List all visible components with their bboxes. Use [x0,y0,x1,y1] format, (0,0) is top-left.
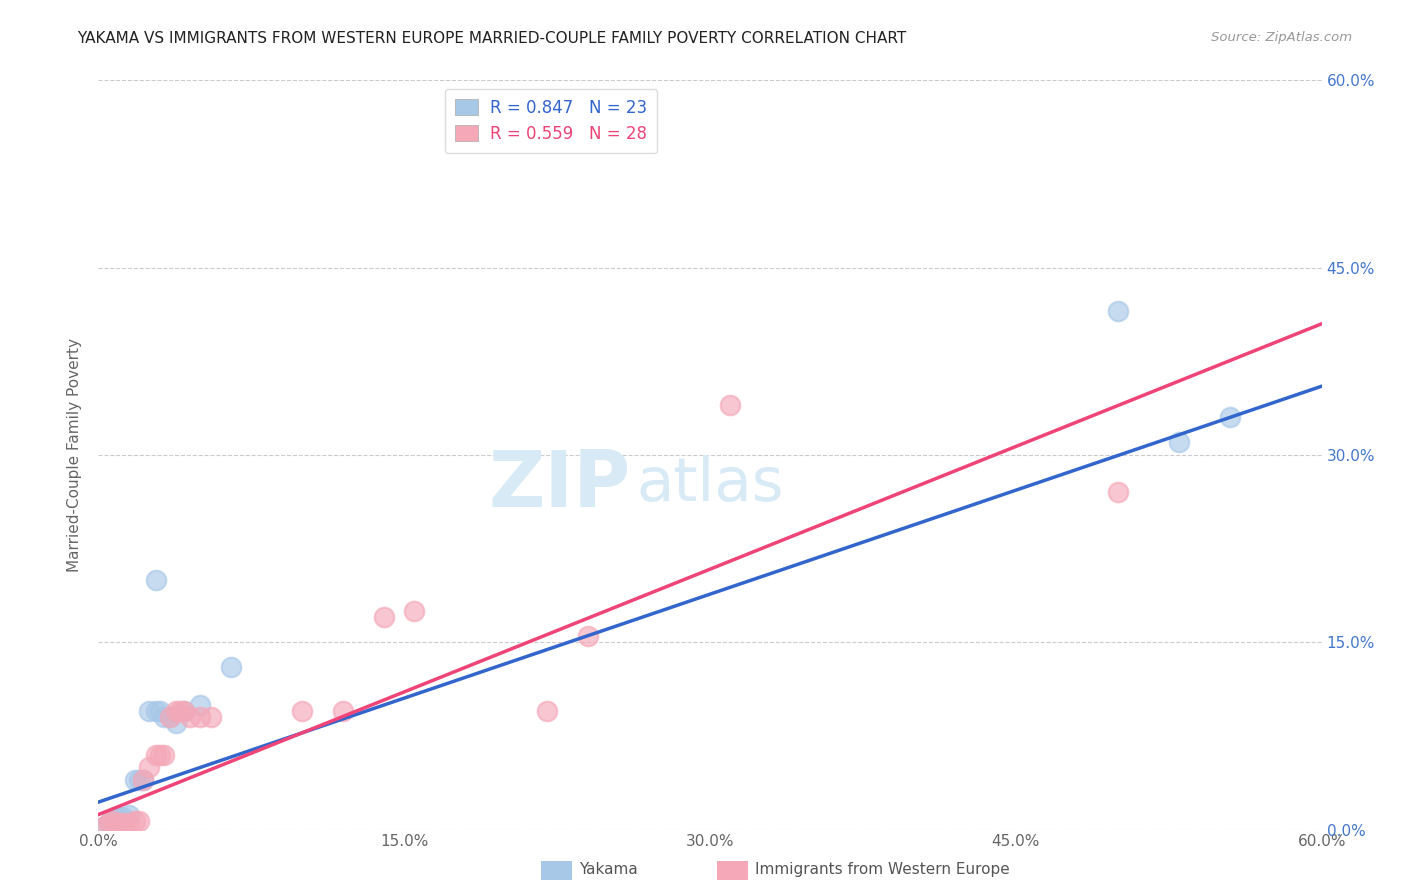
Point [1107,485,1129,500]
Point [132,772,155,787]
Point [152,747,174,762]
Point [132,772,155,787]
Point [404,604,426,618]
Text: atlas: atlas [637,456,785,515]
Point [145,747,167,762]
Text: YAKAMA VS IMMIGRANTS FROM WESTERN EUROPE MARRIED-COUPLE FAMILY POVERTY CORRELATI: YAKAMA VS IMMIGRANTS FROM WESTERN EUROPE… [77,31,907,46]
Point [101,814,124,828]
Point [145,704,167,718]
Point [97,816,120,830]
Point [128,814,150,828]
Point [373,610,395,624]
Point [104,810,127,824]
Point [718,398,742,412]
Point [188,698,212,712]
Point [188,710,212,724]
Text: ZIP: ZIP [488,447,630,523]
Point [108,816,131,830]
Point [128,772,150,787]
Point [1219,410,1241,425]
Legend: R = 0.847   N = 23, R = 0.559   N = 28: R = 0.847 N = 23, R = 0.559 N = 28 [444,88,657,153]
Point [332,704,354,718]
Point [138,704,160,718]
Point [165,704,187,718]
Point [118,816,141,830]
Point [536,704,558,718]
Point [138,760,160,774]
Point [93,819,115,833]
Point [173,704,195,718]
Point [97,816,120,830]
Point [149,704,172,718]
Y-axis label: Married-Couple Family Poverty: Married-Couple Family Poverty [67,338,83,572]
Point [108,810,131,824]
Point [1167,435,1189,450]
Point [149,747,172,762]
Point [165,716,187,731]
Point [179,710,201,724]
Point [1107,304,1129,318]
Point [101,814,124,828]
Point [145,573,167,587]
Point [124,772,146,787]
Point [118,807,141,822]
Point [111,816,134,830]
Point [159,710,181,724]
Point [124,814,146,828]
Point [291,704,314,718]
Point [159,710,181,724]
Point [169,704,191,718]
Point [219,660,242,674]
Point [200,710,222,724]
Text: Yakama: Yakama [579,863,638,877]
Point [93,819,115,833]
Point [576,629,599,643]
Text: Immigrants from Western Europe: Immigrants from Western Europe [755,863,1010,877]
Point [173,704,195,718]
Text: Source: ZipAtlas.com: Source: ZipAtlas.com [1212,31,1353,45]
Point [111,810,134,824]
Point [152,710,174,724]
